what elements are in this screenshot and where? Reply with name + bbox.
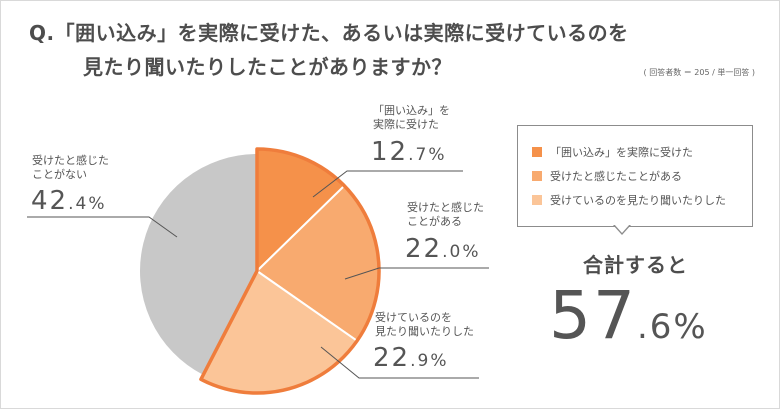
slice-label-enclosed-line2: 実際に受けた — [373, 118, 439, 131]
slice-value-witnessed-int: 22 — [373, 343, 411, 373]
slice-label-witnessed-line1: 受けているのを — [375, 311, 452, 324]
total-value: 57.6% — [549, 277, 708, 354]
question-line-1: Q.「囲い込み」を実際に受けた、あるいは実際に受けているのを — [29, 21, 629, 45]
question-line-2: 見たり聞いたりしたことがありますか？ — [83, 55, 452, 79]
slice-value-felt-dec: .0% — [442, 242, 481, 262]
slice-label-enclosed-line1: 「囲い込み」を — [373, 104, 450, 117]
legend-item-felt: 受けたと感じたことがある — [532, 168, 682, 184]
slice-value-felt-int: 22 — [405, 234, 443, 264]
leader-line-felt — [344, 267, 489, 280]
slice-label-none-line1: 受けたと感じた — [32, 154, 109, 167]
legend-swatch-enclosed — [532, 147, 542, 157]
legend-label-felt: 受けたと感じたことがある — [550, 170, 682, 183]
leader-line-none — [27, 216, 178, 238]
leader-line-witnessed — [320, 346, 479, 379]
slice-value-none-dec: .4% — [68, 194, 107, 214]
legend-swatch-felt — [532, 171, 542, 181]
legend-item-enclosed: 「囲い込み」を実際に受けた — [532, 144, 693, 160]
slice-value-witnessed-dec: .9% — [410, 351, 449, 371]
legend-swatch-witnessed — [532, 195, 542, 205]
slice-label-felt-line2: ことがある — [407, 215, 462, 228]
legend-pointer-fill — [614, 224, 630, 233]
legend-item-witnessed: 受けているのを見たり聞いたりした — [532, 192, 726, 208]
legend: 「囲い込み」を実際に受けた 受けたと感じたことがある 受けているのを見たり聞いた… — [517, 125, 753, 227]
slice-value-enclosed-dec: .7% — [408, 145, 447, 165]
total-label: 合計すると — [583, 253, 688, 277]
slice-label-felt-line1: 受けたと感じた — [407, 201, 484, 214]
slice-value-enclosed: 12.7% — [371, 137, 446, 167]
slice-value-enclosed-int: 12 — [371, 137, 409, 167]
total-value-dec: .6% — [636, 307, 708, 347]
slice-value-witnessed: 22.9% — [373, 343, 448, 373]
respondent-count: ( 回答者数 ＝ 205 / 単一回答 ) — [643, 68, 755, 77]
leader-line-enclosed — [312, 170, 463, 198]
legend-label-witnessed: 受けているのを見たり聞いたりした — [550, 194, 726, 207]
pie-slice-none — [138, 151, 258, 378]
legend-label-enclosed: 「囲い込み」を実際に受けた — [550, 146, 693, 159]
slice-label-witnessed-line2: 見たり聞いたりした — [375, 325, 474, 338]
slice-label-none-line2: ことがない — [32, 168, 87, 181]
total-value-int: 57 — [549, 277, 637, 354]
slice-value-none-int: 42 — [31, 186, 69, 216]
slice-value-felt: 22.0% — [405, 234, 480, 264]
pie-highlight-outline — [199, 147, 381, 395]
slice-value-none: 42.4% — [31, 186, 106, 216]
